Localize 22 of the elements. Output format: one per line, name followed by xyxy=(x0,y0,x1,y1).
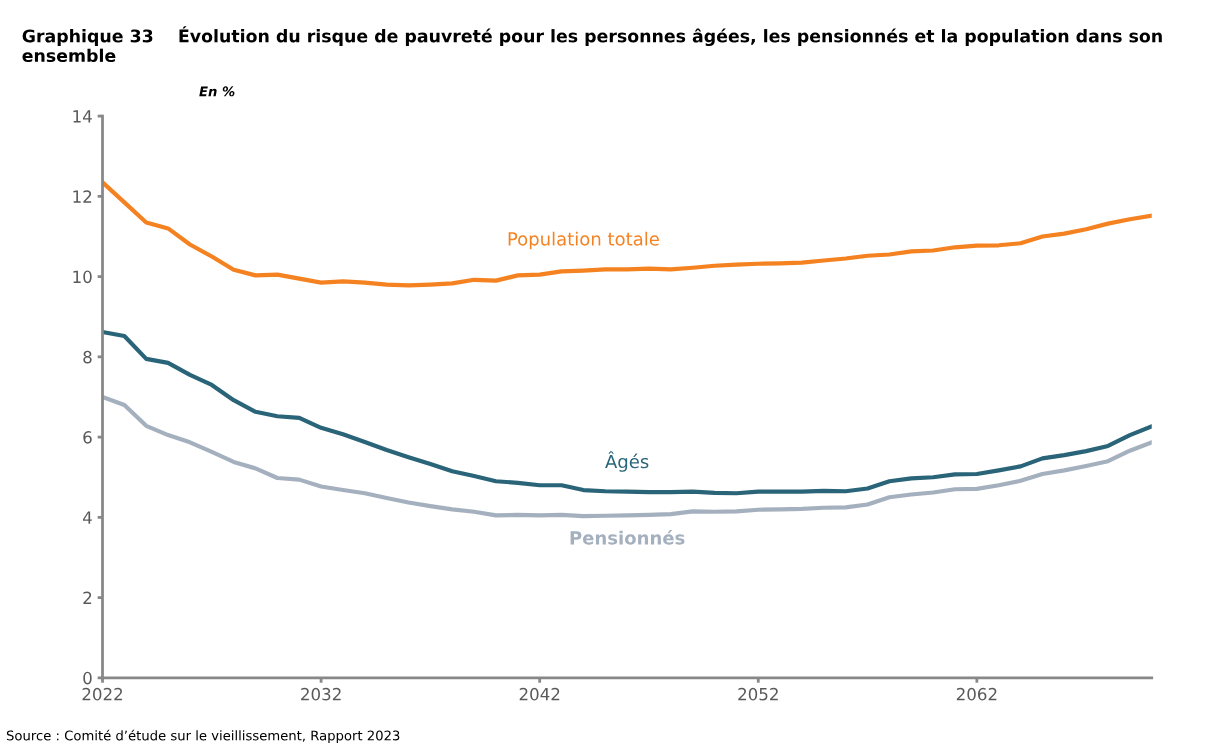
y-tick-label: 8 xyxy=(83,350,92,364)
line-series xyxy=(102,394,1152,519)
chart-title: Graphique 33 Évolution du risque de pauvreté pour les personnes âgées, les pensionnés et la population dans son ensemble xyxy=(22,26,1162,63)
x-tick-label: 2062 xyxy=(956,687,997,701)
y-tick-label: 14 xyxy=(73,110,92,123)
series-label: Population totale xyxy=(508,231,659,250)
y-tick-label: 6 xyxy=(83,431,92,444)
source-note: Source : Comité d’étude sur le vieillissement, Rapport 2023 xyxy=(6,729,400,744)
series-label: Âgés xyxy=(605,451,649,472)
chart-subtitle: En % xyxy=(199,86,235,97)
y-tick-label: 10 xyxy=(73,270,92,284)
line-series xyxy=(102,329,1152,496)
series-label: Pensionnés xyxy=(570,529,685,545)
y-tick-label: 12 xyxy=(73,190,92,203)
y-tick-label: 2 xyxy=(83,591,92,604)
x-tick-label: 2022 xyxy=(82,687,123,701)
x-tick-label: 2052 xyxy=(738,687,778,701)
y-tick-label: 0 xyxy=(83,671,92,685)
x-tick-label: 2032 xyxy=(301,687,341,701)
x-tick-label: 2042 xyxy=(519,687,560,701)
y-tick-label: 4 xyxy=(83,511,92,524)
line-series xyxy=(102,180,1152,288)
